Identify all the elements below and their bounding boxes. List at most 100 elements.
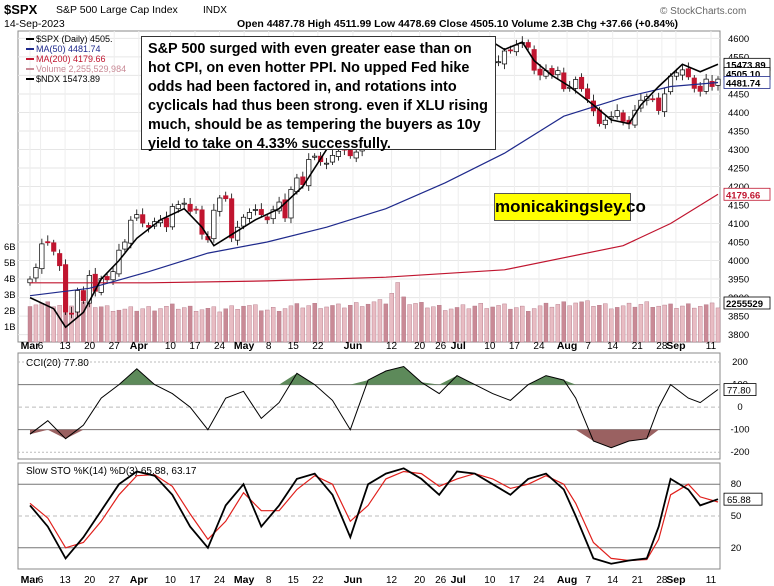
date-axis-label: 17 — [509, 341, 521, 352]
volume-bar — [389, 293, 394, 343]
volume-bar — [419, 302, 424, 343]
date-axis-label: 24 — [214, 575, 226, 586]
candle-body — [300, 176, 306, 185]
volume-bar — [413, 303, 418, 343]
stochastic-tick-label: 20 — [731, 543, 742, 554]
candle-body — [163, 217, 169, 228]
volume-bar — [116, 309, 122, 343]
value-badge-text: 4179.66 — [726, 190, 760, 201]
candle-body — [525, 42, 531, 48]
date-axis-label: 10 — [165, 575, 177, 586]
volume-bar — [247, 305, 252, 343]
volume-bar — [253, 304, 258, 343]
volume-bar — [573, 302, 578, 343]
candle-body — [68, 312, 75, 315]
candle-body — [288, 189, 294, 219]
date-axis-label: 28 — [656, 341, 668, 352]
volume-bar — [715, 307, 721, 343]
candle-body — [679, 69, 685, 76]
stockcharts-credit: © StockCharts.com — [660, 6, 746, 17]
candle-body — [193, 208, 199, 211]
candle-body — [39, 243, 45, 270]
candle-body — [74, 290, 80, 313]
volume-tick-label: 3B — [4, 290, 16, 301]
date-axis-label: 8 — [266, 341, 272, 352]
stochastic-tick-label: 50 — [731, 511, 742, 522]
candle-body — [181, 202, 187, 205]
date-axis-label: 10 — [484, 575, 496, 586]
date-axis-label: 17 — [189, 575, 201, 586]
cci-panel-frame — [17, 352, 721, 460]
volume-bar — [703, 304, 709, 343]
stochastic-title: Slow STO %K(14) %D(3) 65.88, 63.17 — [26, 466, 197, 477]
candle-body — [673, 72, 680, 77]
volume-bar — [27, 306, 33, 343]
price-tick-label: 3800 — [728, 330, 749, 341]
volume-bar — [662, 304, 667, 343]
price-tick-label: 4400 — [728, 108, 749, 119]
volume-bar — [448, 308, 454, 343]
volume-bar — [312, 303, 317, 343]
candle-body — [573, 79, 579, 89]
volume-bar — [597, 305, 602, 343]
date-axis-label: Sep — [666, 574, 685, 586]
candle-body — [703, 78, 709, 92]
price-tick-label: 4000 — [728, 256, 749, 267]
price-tick-label: 3850 — [728, 312, 749, 323]
volume-bar — [425, 307, 430, 343]
volume-bar — [87, 301, 92, 343]
ticker-exchange: INDX — [203, 5, 227, 16]
volume-bar — [543, 302, 549, 343]
price-tick-label: 4050 — [728, 238, 749, 249]
volume-bar — [282, 308, 288, 343]
price-tick-label: 4600 — [728, 34, 749, 45]
cci-value-text: 77.80 — [727, 386, 751, 397]
candle-body — [33, 267, 39, 279]
date-axis-label: 20 — [84, 341, 96, 352]
candle-body — [134, 214, 140, 219]
volume-bar — [348, 305, 353, 343]
date-axis-label: 13 — [60, 341, 72, 352]
volume-bar — [508, 308, 513, 343]
date-axis-label: Mar — [21, 574, 40, 586]
volume-bar — [223, 308, 228, 343]
volume-bar — [187, 305, 193, 343]
stochastic-value-text: 65.88 — [727, 495, 751, 506]
volume-bar — [193, 311, 199, 343]
date-axis-label: 7 — [585, 575, 591, 586]
chart-date: 14-Sep-2023 — [4, 18, 65, 30]
volume-bar — [466, 308, 472, 343]
volume-bar — [431, 306, 436, 343]
date-axis-label: Jul — [451, 574, 466, 586]
date-axis-label: 21 — [632, 575, 644, 586]
candle-body — [579, 76, 585, 90]
candle-body — [306, 159, 312, 187]
volume-bar — [140, 308, 145, 343]
date-axis-label: 8 — [266, 575, 272, 586]
volume-bar — [122, 308, 128, 343]
volume-bar — [698, 306, 703, 343]
brand-label: monicakingsley.co — [494, 193, 646, 221]
volume-tick-label: 2B — [4, 306, 16, 317]
date-axis-label: 20 — [414, 575, 426, 586]
candle-body — [555, 70, 561, 76]
date-axis-label: Mar — [21, 340, 40, 352]
candle-body — [282, 199, 288, 219]
volume-bar — [478, 303, 483, 343]
volume-bar — [371, 301, 377, 343]
candle-body — [685, 68, 691, 78]
price-tick-label: 4300 — [728, 145, 749, 156]
volume-bar — [270, 307, 276, 343]
date-axis-label: 11 — [706, 575, 717, 586]
volume-bar — [526, 311, 531, 343]
volume-bar — [692, 307, 697, 343]
stochastic-value-badge — [723, 492, 763, 506]
volume-bar — [686, 303, 691, 343]
candle-body — [709, 81, 715, 87]
volume-bar — [591, 306, 596, 343]
volume-bar — [656, 305, 661, 343]
candle-body — [229, 198, 235, 239]
candle-body — [537, 68, 543, 76]
candle-body — [264, 216, 270, 221]
candle-body — [240, 216, 247, 227]
